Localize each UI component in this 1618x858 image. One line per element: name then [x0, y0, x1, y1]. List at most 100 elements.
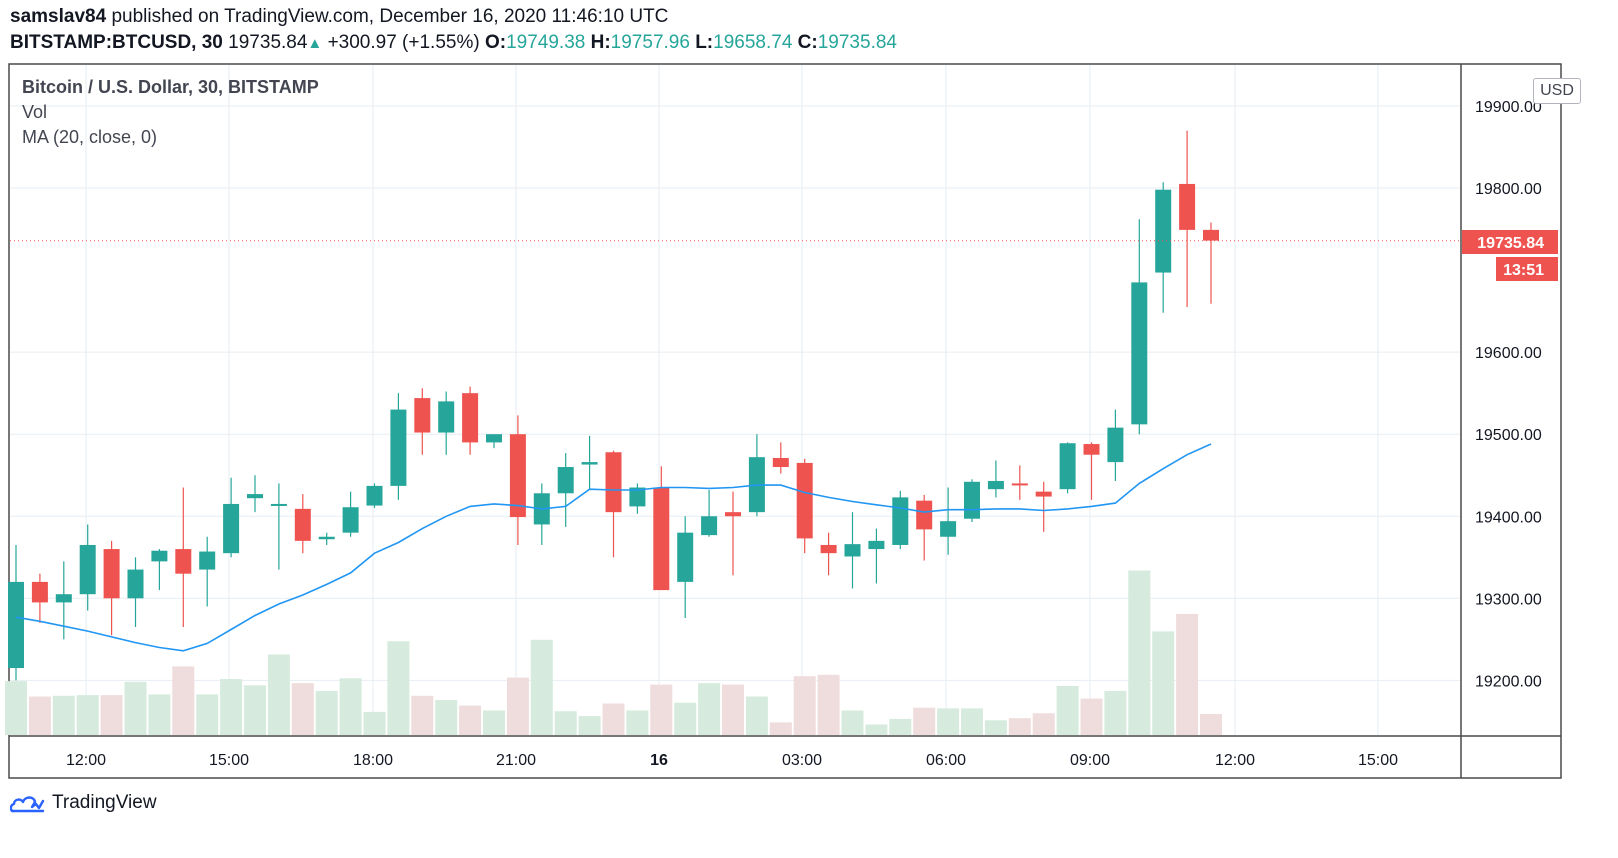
volume-bars [5, 570, 1222, 735]
candle [79, 524, 96, 611]
volume-bar [1008, 718, 1031, 735]
author-name[interactable]: samslav84 [10, 6, 107, 27]
volume-bar [817, 674, 840, 735]
candle-body [366, 485, 383, 506]
volume-bar [578, 716, 601, 735]
candle-body [653, 487, 670, 591]
candle-body [103, 549, 120, 599]
tradingview-logo[interactable]: TradingView [10, 792, 157, 814]
candle-body [892, 497, 909, 545]
candle-body [462, 393, 479, 443]
time-tick-label: 12:00 [66, 752, 106, 769]
candle [701, 489, 718, 537]
tradingview-cloud-icon [10, 796, 45, 813]
candle-body [509, 434, 526, 518]
low-value: 19658.74 [713, 32, 793, 53]
candle-body [318, 536, 335, 540]
brand-name: TradingView [52, 792, 157, 813]
volume-bar [506, 677, 529, 735]
candle [964, 479, 980, 522]
candle [916, 494, 933, 561]
candle [1035, 481, 1052, 532]
candle [294, 494, 311, 554]
low-label: L: [695, 32, 714, 53]
candle [223, 477, 240, 558]
candle [1059, 442, 1076, 494]
candle-body [701, 516, 718, 536]
volume-bar [1032, 713, 1055, 735]
candle-body [31, 581, 48, 603]
legend-ma[interactable]: MA (20, close, 0) [22, 127, 158, 147]
volume-bar [196, 694, 219, 735]
candle-body [1203, 229, 1219, 241]
last-price-badge [1462, 230, 1558, 254]
volume-bar [745, 696, 768, 735]
volume-bar [793, 676, 816, 735]
price-tick-label: 19900.00 [1475, 99, 1542, 116]
volume-bar [1152, 631, 1175, 735]
candle-body [486, 434, 502, 443]
candle-body [629, 487, 646, 507]
volume-bar [961, 708, 983, 735]
candle-body [964, 481, 980, 519]
candle [796, 458, 813, 554]
time-tick-label: 06:00 [926, 752, 966, 769]
volume-bar [674, 702, 697, 735]
countdown-badge [1496, 257, 1558, 281]
volume-bar [722, 684, 744, 735]
price-axis[interactable]: 19900.00 19800.00 19600.00 19500.00 19400.00… [1475, 99, 1542, 690]
volume-bar [769, 722, 792, 735]
candle [844, 512, 861, 589]
chart-frame [8, 63, 1562, 779]
candle [318, 532, 335, 545]
legend-vol[interactable]: Vol [22, 102, 48, 122]
volume-bar [148, 694, 171, 735]
volume-bar [1104, 690, 1127, 735]
candle [677, 516, 694, 618]
candle-body [8, 581, 24, 669]
candles [8, 130, 1219, 681]
candle-body [677, 532, 694, 582]
chart-title[interactable]: Bitcoin / U.S. Dollar, 30, BITSTAMP [22, 77, 319, 97]
volume-bar [937, 708, 960, 735]
candle [820, 532, 837, 576]
time-tick-label: 03:00 [782, 752, 822, 769]
volume-bar [841, 710, 864, 735]
price-tick-label: 19800.00 [1475, 181, 1542, 198]
candle [868, 528, 885, 584]
volume-bar [291, 683, 314, 735]
candle [1131, 219, 1148, 435]
candle-body [438, 401, 455, 433]
candle [1011, 465, 1028, 500]
high-label: H: [590, 32, 611, 53]
candle [127, 557, 144, 628]
time-tick-label: 15:00 [209, 752, 249, 769]
currency-button[interactable]: USD [1533, 78, 1581, 104]
volume-bar [5, 681, 27, 735]
candle [366, 483, 383, 509]
volume-bar [530, 639, 553, 735]
time-tick-label: 12:00 [1215, 752, 1255, 769]
volume-bar [554, 711, 577, 735]
volume-bar [411, 695, 434, 735]
candle [390, 393, 407, 500]
candle-body [390, 409, 407, 486]
volume-bar [220, 679, 243, 735]
candle [270, 483, 287, 570]
symbol-label: BITSTAMP:BTCUSD, 30 [10, 32, 223, 53]
candle-body [940, 521, 957, 537]
volume-bar [1200, 714, 1222, 735]
candle [247, 475, 263, 513]
last-price: 19735.84 [228, 32, 308, 53]
candle [533, 483, 550, 545]
candle [629, 483, 646, 514]
price-tick-label: 19200.00 [1475, 673, 1542, 690]
time-axis[interactable]: 12:00 15:00 18:00 21:00 16 03:00 06:00 09:00 12:… [66, 752, 1398, 769]
candle [414, 388, 431, 455]
candle-body [1011, 483, 1028, 486]
volume-bar [650, 684, 673, 735]
volume-bar [1080, 698, 1103, 735]
time-tick-label: 21:00 [496, 752, 536, 769]
candle [1203, 222, 1219, 304]
